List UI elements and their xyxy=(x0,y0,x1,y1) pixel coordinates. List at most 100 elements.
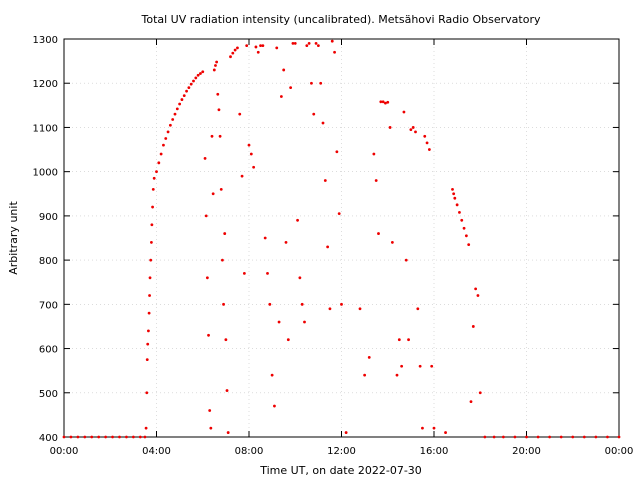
data-point xyxy=(379,100,383,104)
data-point xyxy=(268,302,272,306)
data-point xyxy=(321,121,325,125)
data-point xyxy=(404,258,408,262)
data-point xyxy=(212,68,216,72)
x-axis-label: Time UT, on date 2022-07-30 xyxy=(259,464,422,477)
data-point xyxy=(289,86,293,90)
data-point xyxy=(430,364,434,368)
data-point xyxy=(471,325,475,328)
data-point xyxy=(421,426,424,430)
data-point xyxy=(340,302,343,306)
data-point xyxy=(344,431,348,434)
data-point xyxy=(483,435,487,439)
y-axis-label: Arbitrary unit xyxy=(7,201,20,275)
data-point xyxy=(138,435,142,439)
data-point xyxy=(261,44,265,48)
data-point xyxy=(225,389,229,392)
data-point xyxy=(217,108,221,112)
data-point xyxy=(279,95,283,98)
data-point xyxy=(451,187,454,191)
data-point xyxy=(314,42,318,45)
data-point xyxy=(168,123,172,127)
data-point xyxy=(358,307,362,311)
x-tick-label: 08:00 xyxy=(235,446,264,457)
y-tick-label: 400 xyxy=(39,433,58,444)
data-point xyxy=(286,338,290,342)
data-point xyxy=(388,126,392,129)
data-point xyxy=(377,232,380,235)
data-point xyxy=(395,373,399,377)
data-point xyxy=(214,64,217,67)
data-point xyxy=(270,373,274,377)
data-point xyxy=(242,271,246,275)
y-tick-label: 700 xyxy=(39,300,58,311)
data-point xyxy=(245,44,249,48)
data-point xyxy=(525,435,528,439)
data-point xyxy=(423,134,427,138)
data-point xyxy=(464,234,468,238)
data-point xyxy=(335,150,339,154)
data-point xyxy=(249,152,253,156)
axis-ticks xyxy=(63,38,620,438)
data-point xyxy=(147,311,151,315)
x-tick-labels: 00:00 04:00 08:00 12:00 16:00 20:00 00:00 xyxy=(50,446,634,457)
data-point xyxy=(282,68,286,72)
data-point xyxy=(397,338,401,342)
data-point xyxy=(319,81,323,85)
x-tick-label: 00:00 xyxy=(50,446,79,457)
data-point xyxy=(90,435,94,439)
data-point xyxy=(150,241,153,244)
data-point xyxy=(199,72,202,75)
data-point xyxy=(363,373,367,377)
data-point xyxy=(513,435,517,439)
x-tick-label: 04:00 xyxy=(142,446,171,457)
data-point xyxy=(452,192,456,196)
data-point xyxy=(233,48,237,52)
data-point xyxy=(492,435,496,439)
y-tick-label: 1300 xyxy=(33,35,58,46)
data-point xyxy=(275,46,279,50)
data-point xyxy=(196,73,200,77)
data-point xyxy=(83,435,87,439)
data-point xyxy=(273,404,276,408)
data-point xyxy=(310,81,313,85)
data-point xyxy=(390,241,394,244)
data-point xyxy=(192,79,195,83)
data-point xyxy=(414,130,417,134)
data-point xyxy=(131,435,135,439)
data-point xyxy=(458,210,461,214)
data-point xyxy=(185,89,188,93)
data-point xyxy=(194,76,198,80)
y-tick-label: 600 xyxy=(39,345,58,356)
data-point xyxy=(501,435,505,439)
data-point xyxy=(222,302,225,306)
chart-title: Total UV radiation intensity (uncalibrat… xyxy=(141,13,541,26)
data-point xyxy=(69,435,73,439)
data-point xyxy=(548,435,552,439)
data-point xyxy=(151,205,154,209)
data-point xyxy=(204,214,208,218)
data-point xyxy=(293,42,297,45)
data-point xyxy=(218,134,222,138)
data-point xyxy=(296,218,299,222)
data-point xyxy=(252,165,256,169)
data-point xyxy=(178,102,182,106)
data-point xyxy=(326,245,330,249)
data-point xyxy=(173,112,177,116)
data-point xyxy=(305,44,309,48)
data-point xyxy=(226,431,230,434)
data-point xyxy=(300,302,304,306)
data-point xyxy=(207,333,210,337)
data-point xyxy=(402,110,406,114)
data-point xyxy=(205,276,209,280)
data-point xyxy=(155,170,158,174)
data-point xyxy=(432,426,436,430)
data-point xyxy=(157,161,161,165)
data-point xyxy=(427,148,431,151)
data-point xyxy=(254,45,258,49)
data-point xyxy=(374,179,378,182)
y-tick-label: 500 xyxy=(39,389,58,400)
data-point xyxy=(231,51,235,55)
data-point xyxy=(215,60,219,64)
y-tick-label: 1100 xyxy=(33,123,58,134)
grid-lines xyxy=(64,39,619,437)
